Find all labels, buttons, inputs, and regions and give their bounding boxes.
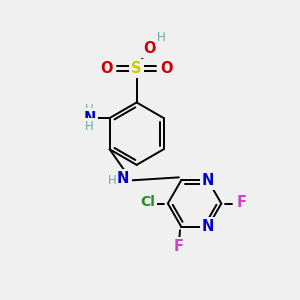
- Text: N: N: [117, 171, 129, 186]
- Text: H: H: [85, 120, 94, 133]
- Text: Cl: Cl: [140, 195, 155, 209]
- Text: F: F: [236, 194, 247, 209]
- Text: O: O: [160, 61, 172, 76]
- Text: N: N: [202, 173, 214, 188]
- Text: F: F: [173, 239, 183, 254]
- Text: N: N: [83, 110, 96, 125]
- Text: H: H: [108, 174, 116, 187]
- Text: O: O: [101, 61, 113, 76]
- Text: S: S: [131, 61, 142, 76]
- Text: N: N: [202, 219, 214, 234]
- Text: H: H: [85, 103, 94, 116]
- Text: H: H: [157, 31, 166, 44]
- Text: O: O: [143, 40, 155, 56]
